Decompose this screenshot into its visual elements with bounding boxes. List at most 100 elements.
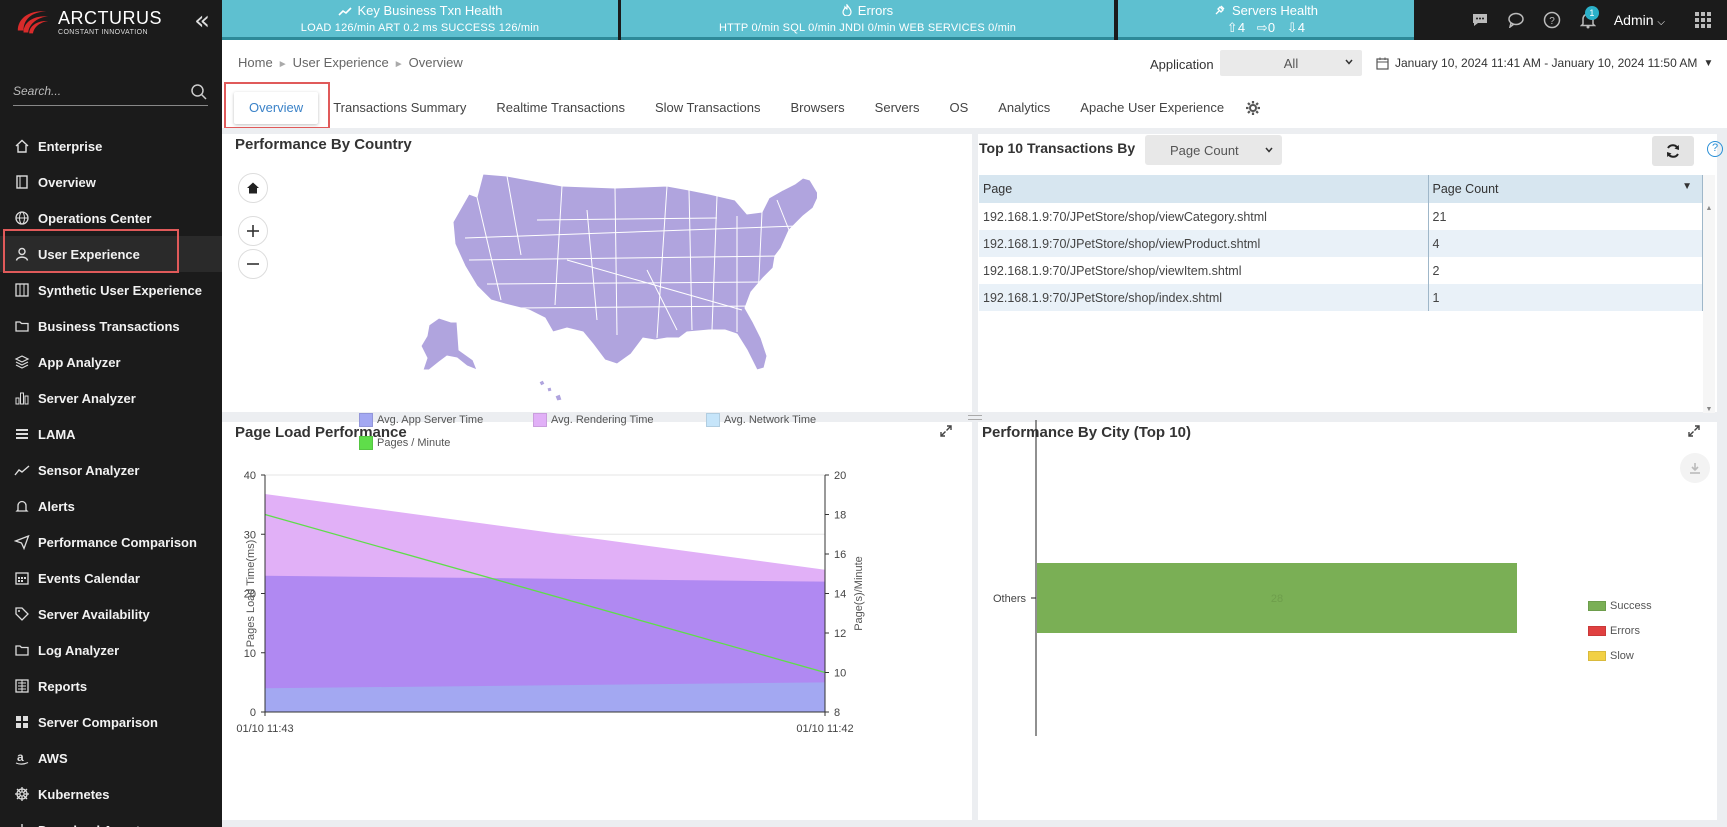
sidebar-item-label: Download Agents (38, 823, 147, 827)
scroll-down-icon[interactable]: ▼ (1705, 406, 1713, 413)
collapse-sidebar-icon[interactable]: « (194, 6, 210, 36)
sidebar-item-user-experience[interactable]: User Experience (0, 236, 222, 272)
legend-label: Pages / Minute (377, 437, 451, 449)
legend-avg-app-server-time[interactable]: Avg. App Server Time (359, 413, 483, 427)
bar-success-others[interactable] (1037, 563, 1517, 633)
tab-settings-gear-icon[interactable] (1245, 100, 1261, 119)
page-cell[interactable]: 192.168.1.9:70/JPetStore/shop/index.shtm… (979, 284, 1429, 311)
tab-overview[interactable]: Overview (234, 92, 319, 124)
sidebar-item-reports[interactable]: Reports (0, 668, 222, 704)
user-menu[interactable]: Admin ⌵ (1614, 12, 1665, 28)
table-row[interactable]: 192.168.1.9:70/JPetStore/shop/viewProduc… (979, 230, 1703, 257)
map-zoom-in-button[interactable] (238, 216, 268, 246)
breadcrumb: Home ► User Experience ► Overview (238, 55, 463, 70)
expand-icon[interactable] (940, 425, 952, 437)
panel-resize-handle[interactable] (968, 415, 982, 420)
page-cell[interactable]: 192.168.1.9:70/JPetStore/shop/viewCatego… (979, 203, 1429, 230)
y-tick-label: 30 (244, 529, 256, 541)
sidebar-item-enterprise[interactable]: Enterprise (0, 128, 222, 164)
search-input[interactable] (13, 80, 183, 102)
scroll-up-icon[interactable]: ▲ (1705, 205, 1713, 212)
legend-pages-minute[interactable]: Pages / Minute (359, 436, 450, 450)
sidebar-item-operations-center[interactable]: Operations Center (0, 200, 222, 236)
servers-down-icon: ⇩ (1286, 20, 1298, 35)
tab-servers[interactable]: Servers (874, 100, 920, 115)
tab-browsers[interactable]: Browsers (790, 100, 845, 115)
bell-icon (14, 498, 30, 514)
page-count-header-label: Page Count (1432, 182, 1499, 196)
legend-errors[interactable]: Errors (1588, 625, 1640, 637)
table-row[interactable]: 192.168.1.9:70/JPetStore/shop/viewCatego… (979, 203, 1703, 230)
notifications-icon[interactable]: 1 (1570, 0, 1606, 40)
sidebar-item-alerts[interactable]: Alerts (0, 488, 222, 524)
page-cell[interactable]: 192.168.1.9:70/JPetStore/shop/viewItem.s… (979, 257, 1429, 284)
servers-title: Servers Health (1232, 3, 1318, 18)
sidebar-item-label: Server Analyzer (38, 390, 136, 406)
apps-grid-icon[interactable] (1685, 0, 1721, 40)
legend-avg-rendering-time[interactable]: Avg. Rendering Time (533, 413, 654, 427)
legend-success[interactable]: Success (1588, 600, 1652, 612)
legend-label: Slow (1610, 650, 1634, 662)
sidebar-item-aws[interactable]: a AWS (0, 740, 222, 776)
sidebar-item-app-analyzer[interactable]: App Analyzer (0, 344, 222, 380)
brand[interactable]: ARCTURUS CONSTANT INNOVATION « (0, 0, 222, 44)
tab-slow-transactions[interactable]: Slow Transactions (654, 100, 761, 115)
sidebar-item-performance-comparison[interactable]: Performance Comparison (0, 524, 222, 560)
fire-icon (842, 3, 852, 17)
chat-icon[interactable] (1462, 0, 1498, 40)
usa-map[interactable] (417, 160, 817, 410)
date-range-picker[interactable]: January 10, 2024 11:41 AM - January 10, … (1376, 56, 1713, 70)
help-icon[interactable]: ? (1707, 141, 1723, 157)
legend-slow[interactable]: Slow (1588, 650, 1634, 662)
tab-analytics[interactable]: Analytics (998, 100, 1051, 115)
key-business-txn-health[interactable]: Key Business Txn Health LOAD 126/min ART… (222, 0, 618, 40)
map-home-button[interactable] (238, 173, 268, 203)
sidebar-item-synthetic-user-experience[interactable]: Synthetic User Experience (0, 272, 222, 308)
tab-transactions-summary[interactable]: Transactions Summary (333, 100, 467, 115)
bar-data-label: 28 (1271, 593, 1283, 605)
sidebar-item-label: Server Availability (38, 606, 150, 622)
download-icon (1690, 463, 1700, 474)
table-scrollbar[interactable]: ▲ ▼ (1703, 175, 1715, 413)
sidebar-item-sensor-analyzer[interactable]: Sensor Analyzer (0, 452, 222, 488)
sidebar-item-server-analyzer[interactable]: Server Analyzer (0, 380, 222, 416)
page-cell[interactable]: 192.168.1.9:70/JPetStore/shop/viewProduc… (979, 230, 1429, 257)
sidebar-item-lama[interactable]: LAMA (0, 416, 222, 452)
sidebar-item-overview[interactable]: Overview (0, 164, 222, 200)
servers-health[interactable]: Servers Health ⇧4 ⇨0 ⇩4 (1118, 0, 1414, 40)
refresh-button[interactable] (1652, 136, 1694, 166)
y2-tick-label: 18 (834, 510, 846, 522)
sidebar-item-server-availability[interactable]: Server Availability (0, 596, 222, 632)
comments-icon[interactable] (1498, 0, 1534, 40)
application-select[interactable]: All (1220, 50, 1362, 76)
tab-apache-user-experience[interactable]: Apache User Experience (1080, 100, 1225, 115)
chart-download-button[interactable] (1680, 453, 1710, 483)
sidebar-item-log-analyzer[interactable]: Log Analyzer (0, 632, 222, 668)
column-header-page[interactable]: Page (979, 175, 1429, 203)
tab-os[interactable]: OS (949, 100, 969, 115)
column-header-page-count[interactable]: Page Count ▼ (1428, 175, 1703, 203)
search-icon[interactable] (190, 83, 208, 101)
servers-up-count: 4 (1237, 20, 1246, 35)
map-zoom-out-button[interactable] (238, 249, 268, 279)
sidebar-item-kubernetes[interactable]: Kubernetes (0, 776, 222, 812)
date-range-value: January 10, 2024 11:41 AM - January 10, … (1395, 56, 1698, 70)
expand-icon[interactable] (1688, 425, 1700, 437)
sidebar-item-label: Synthetic User Experience (38, 282, 203, 298)
table-row[interactable]: 192.168.1.9:70/JPetStore/shop/viewItem.s… (979, 257, 1703, 284)
home-icon (247, 182, 259, 194)
breadcrumb-user-experience[interactable]: User Experience (292, 55, 389, 70)
sidebar-item-server-comparison[interactable]: Server Comparison (0, 704, 222, 740)
help-icon[interactable]: ? (1534, 0, 1570, 40)
tab-realtime-transactions[interactable]: Realtime Transactions (496, 100, 625, 115)
table-row[interactable]: 192.168.1.9:70/JPetStore/shop/index.shtm… (979, 284, 1703, 311)
folder-icon (14, 642, 30, 658)
sidebar-item-business-transactions[interactable]: Business Transactions (0, 308, 222, 344)
errors-summary[interactable]: Errors HTTP 0/min SQL 0/min JNDI 0/min W… (621, 0, 1114, 40)
sidebar-item-events-calendar[interactable]: Events Calendar (0, 560, 222, 596)
legend-avg-network-time[interactable]: Avg. Network Time (706, 413, 816, 427)
area-overlap (265, 575, 825, 712)
breadcrumb-home[interactable]: Home (238, 55, 273, 70)
sidebar-item-download-agents[interactable]: Download Agents (0, 812, 222, 827)
transactions-metric-select[interactable]: Page Count (1145, 135, 1282, 165)
